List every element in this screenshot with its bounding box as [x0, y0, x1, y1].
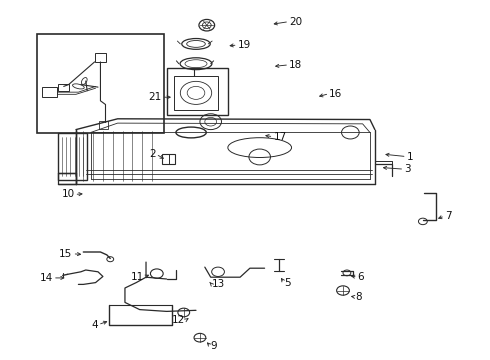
- Text: 6: 6: [358, 272, 365, 282]
- Text: 8: 8: [356, 292, 363, 302]
- Bar: [37, 34, 164, 133]
- Text: 19: 19: [238, 40, 251, 50]
- Bar: [58, 173, 76, 184]
- Text: 3: 3: [404, 164, 411, 174]
- Text: 9: 9: [211, 341, 218, 351]
- Bar: [42, 87, 57, 97]
- Text: 5: 5: [284, 278, 291, 288]
- Bar: [58, 133, 87, 180]
- Text: 16: 16: [329, 89, 343, 99]
- Text: 10: 10: [61, 189, 74, 199]
- Bar: [58, 84, 69, 91]
- Text: 1: 1: [407, 152, 414, 162]
- Text: 4: 4: [91, 320, 98, 330]
- Bar: [167, 68, 228, 115]
- Text: 18: 18: [289, 60, 302, 70]
- Text: 21: 21: [148, 92, 162, 102]
- Text: 14: 14: [40, 273, 53, 283]
- Text: 17: 17: [273, 132, 287, 142]
- Text: 20: 20: [289, 17, 302, 27]
- Text: 2: 2: [149, 149, 156, 159]
- Text: 11: 11: [131, 272, 144, 282]
- Text: 12: 12: [172, 315, 185, 325]
- Text: 15: 15: [59, 249, 73, 259]
- Text: 7: 7: [445, 211, 452, 221]
- Bar: [99, 121, 108, 129]
- Bar: [162, 154, 175, 164]
- Text: 13: 13: [212, 279, 225, 289]
- Bar: [174, 76, 218, 110]
- Bar: [95, 53, 106, 62]
